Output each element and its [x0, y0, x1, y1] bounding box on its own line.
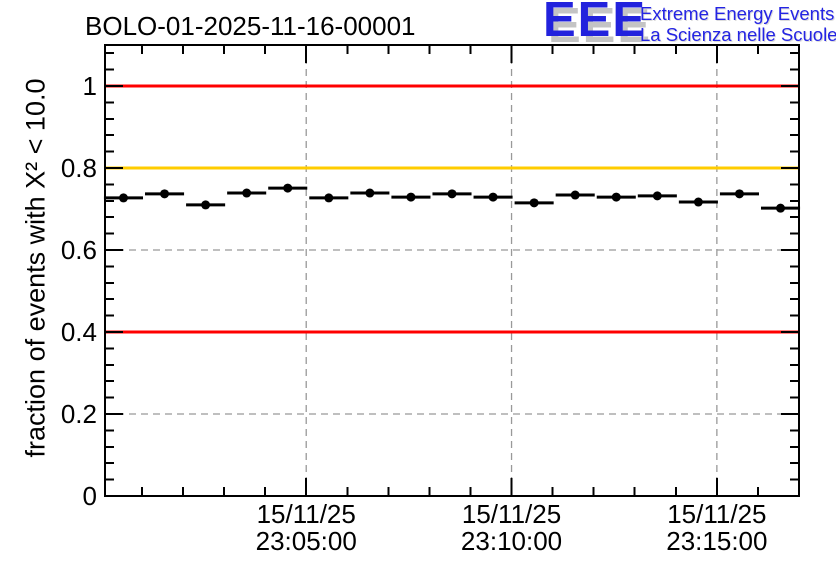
data-point	[776, 203, 786, 213]
plot-frame	[104, 44, 800, 497]
data-point	[365, 188, 375, 198]
data-point	[447, 189, 457, 199]
eee-logo-line1: Extreme Energy Events	[640, 3, 835, 24]
data-point	[242, 188, 252, 198]
data-point	[160, 189, 170, 199]
data-point	[201, 200, 211, 210]
y-tick-label: 0.6	[61, 235, 97, 265]
y-tick-label: 0.8	[61, 153, 97, 183]
y-tick-label: 0.4	[61, 317, 97, 347]
data-point	[118, 193, 128, 203]
eee-logo-acronym: EEE	[543, 0, 648, 47]
data-point	[652, 191, 662, 201]
data-point	[529, 198, 539, 208]
data-point	[734, 189, 744, 199]
x-tick-label: 15/11/25 23:10:00	[461, 499, 562, 556]
x-tick-label: 15/11/25 23:15:00	[666, 499, 767, 556]
data-point	[406, 192, 416, 202]
y-tick-label: 0	[83, 481, 97, 511]
data-point	[693, 197, 703, 207]
data-point	[611, 192, 621, 202]
y-tick-label: 0.2	[61, 399, 97, 429]
y-tick-label: 1	[83, 71, 97, 101]
x-tick-label: 15/11/25 23:05:00	[256, 499, 357, 556]
plot-title: BOLO-01-2025-11-16-00001	[85, 11, 416, 41]
eee-logo-line2: La Scienza nelle Scuole	[640, 24, 836, 45]
data-point	[283, 183, 293, 193]
data-point	[488, 192, 498, 202]
data-point	[570, 190, 580, 200]
data-point	[324, 193, 334, 203]
eee-logo-text: Extreme Energy Events La Scienza nelle S…	[640, 3, 836, 45]
